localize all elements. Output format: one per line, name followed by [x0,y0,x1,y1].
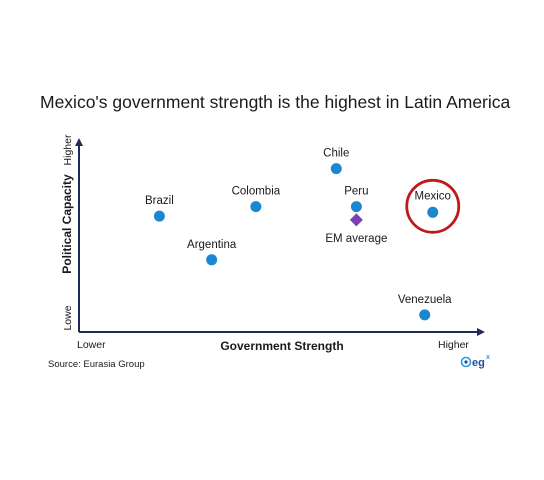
logo-sup: x [486,354,490,361]
point-peru [350,201,362,213]
point-mexico [427,206,439,218]
point-colombia [250,201,262,213]
x-axis-title: Government Strength [220,339,343,353]
label-mexico: Mexico [415,190,451,202]
highlight-circle-mexico [405,178,461,234]
label-colombia: Colombia [232,186,281,198]
y-axis-title: Political Capacity [60,174,74,274]
x-axis-high-label: Higher [438,339,469,351]
point-venezuela [419,309,431,321]
point-em-average [349,213,363,227]
eg-logo-icon: eg x [460,354,490,369]
logo-text: eg [472,357,485,369]
label-argentina: Argentina [187,239,237,251]
x-axis-low-label: Lower [77,339,106,351]
point-argentina [206,254,218,266]
source-note: Source: Eurasia Group [48,359,145,370]
chart-title: Mexico's government strength is the high… [40,92,511,112]
label-venezuela: Venezuela [398,294,452,306]
point-brazil [153,210,165,222]
label-em-average: EM average [325,233,387,245]
label-brazil: Brazil [145,195,174,207]
y-axis-low-label: Lowe [62,305,74,330]
label-peru: Peru [344,186,368,198]
data-points: Brazil Argentina Colombia Chile Peru EM avera… [145,148,461,321]
y-axis-high-label: Higher [62,134,74,165]
point-chile [330,163,342,175]
label-chile: Chile [323,148,349,160]
